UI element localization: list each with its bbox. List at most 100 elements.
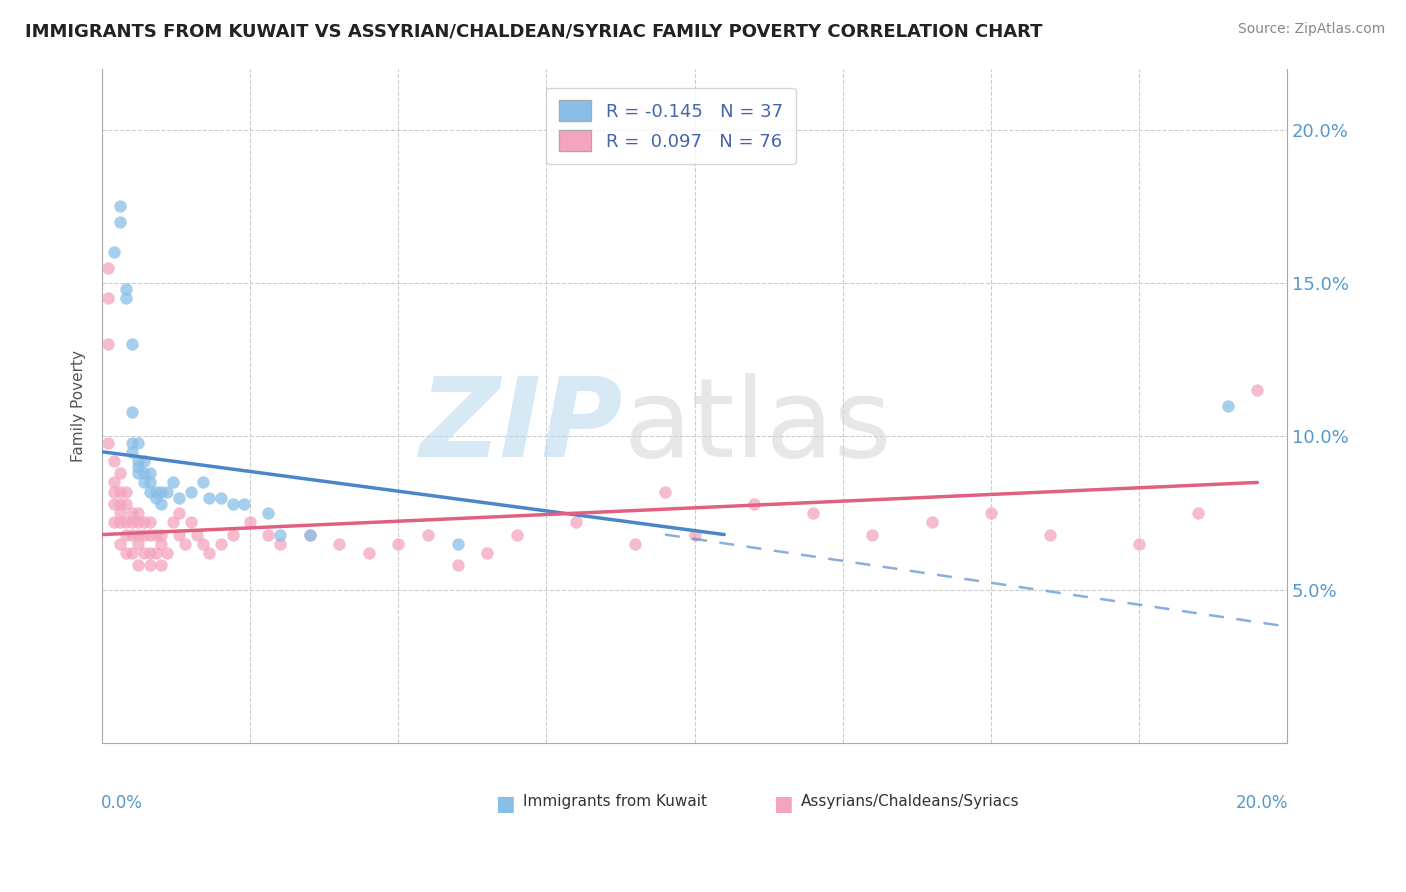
- Text: 20.0%: 20.0%: [1236, 794, 1288, 812]
- Point: [121, 405, 143, 419]
- Y-axis label: Family Poverty: Family Poverty: [72, 350, 86, 462]
- Point: [108, 516, 131, 530]
- Point: [97, 260, 120, 275]
- Point: [357, 546, 380, 560]
- Point: [221, 497, 243, 511]
- Point: [624, 537, 647, 551]
- Point: [257, 506, 280, 520]
- Point: [328, 537, 350, 551]
- Point: [298, 527, 321, 541]
- Point: [138, 484, 160, 499]
- Point: [97, 292, 120, 306]
- Point: [162, 475, 184, 490]
- Point: [132, 516, 155, 530]
- Point: [198, 546, 221, 560]
- Point: [156, 546, 179, 560]
- Text: Immigrants from Kuwait: Immigrants from Kuwait: [523, 794, 707, 809]
- Point: [233, 497, 256, 511]
- Point: [121, 506, 143, 520]
- Point: [127, 506, 149, 520]
- Point: [138, 467, 160, 481]
- Point: [198, 491, 221, 505]
- Point: [127, 516, 149, 530]
- Point: [1039, 527, 1062, 541]
- Point: [150, 537, 173, 551]
- Text: atlas: atlas: [623, 373, 891, 480]
- Text: ■: ■: [495, 794, 515, 814]
- Point: [269, 527, 291, 541]
- Point: [103, 454, 125, 468]
- Legend: R = -0.145   N = 37, R =  0.097   N = 76: R = -0.145 N = 37, R = 0.097 N = 76: [546, 87, 796, 163]
- Point: [103, 516, 125, 530]
- Text: IMMIGRANTS FROM KUWAIT VS ASSYRIAN/CHALDEAN/SYRIAC FAMILY POVERTY CORRELATION CH: IMMIGRANTS FROM KUWAIT VS ASSYRIAN/CHALD…: [25, 22, 1043, 40]
- Point: [209, 537, 232, 551]
- Point: [1128, 537, 1150, 551]
- Point: [387, 537, 409, 551]
- Point: [167, 491, 190, 505]
- Point: [150, 527, 173, 541]
- Text: Assyrians/Chaldeans/Syriacs: Assyrians/Chaldeans/Syriacs: [801, 794, 1019, 809]
- Point: [108, 467, 131, 481]
- Point: [174, 537, 197, 551]
- Point: [115, 546, 138, 560]
- Point: [97, 435, 120, 450]
- Point: [115, 516, 138, 530]
- Point: [127, 537, 149, 551]
- Point: [446, 558, 468, 573]
- Point: [1246, 384, 1268, 398]
- Point: [132, 467, 155, 481]
- Point: [115, 484, 138, 499]
- Point: [145, 546, 167, 560]
- Point: [446, 537, 468, 551]
- Point: [103, 484, 125, 499]
- Point: [121, 435, 143, 450]
- Point: [683, 527, 706, 541]
- Point: [121, 527, 143, 541]
- Point: [209, 491, 232, 505]
- Point: [298, 527, 321, 541]
- Point: [221, 527, 243, 541]
- Point: [108, 537, 131, 551]
- Point: [127, 454, 149, 468]
- Point: [138, 516, 160, 530]
- Point: [506, 527, 529, 541]
- Point: [416, 527, 439, 541]
- Point: [127, 527, 149, 541]
- Point: [156, 484, 179, 499]
- Point: [239, 516, 262, 530]
- Point: [150, 497, 173, 511]
- Point: [103, 497, 125, 511]
- Text: ZIP: ZIP: [420, 373, 623, 480]
- Point: [115, 497, 138, 511]
- Point: [921, 516, 943, 530]
- Point: [1187, 506, 1209, 520]
- Point: [127, 558, 149, 573]
- Point: [127, 435, 149, 450]
- Point: [103, 475, 125, 490]
- Point: [115, 282, 138, 296]
- Point: [860, 527, 883, 541]
- Point: [108, 506, 131, 520]
- Point: [477, 546, 499, 560]
- Point: [145, 491, 167, 505]
- Point: [1216, 399, 1239, 413]
- Point: [138, 558, 160, 573]
- Point: [138, 527, 160, 541]
- Point: [191, 537, 214, 551]
- Point: [103, 245, 125, 260]
- Point: [115, 292, 138, 306]
- Point: [108, 484, 131, 499]
- Point: [801, 506, 824, 520]
- Point: [108, 199, 131, 213]
- Point: [180, 484, 202, 499]
- Text: ■: ■: [773, 794, 793, 814]
- Point: [980, 506, 1002, 520]
- Point: [150, 484, 173, 499]
- Point: [121, 444, 143, 458]
- Text: Source: ZipAtlas.com: Source: ZipAtlas.com: [1237, 22, 1385, 37]
- Point: [121, 337, 143, 351]
- Point: [132, 527, 155, 541]
- Point: [145, 527, 167, 541]
- Point: [565, 516, 588, 530]
- Point: [127, 460, 149, 475]
